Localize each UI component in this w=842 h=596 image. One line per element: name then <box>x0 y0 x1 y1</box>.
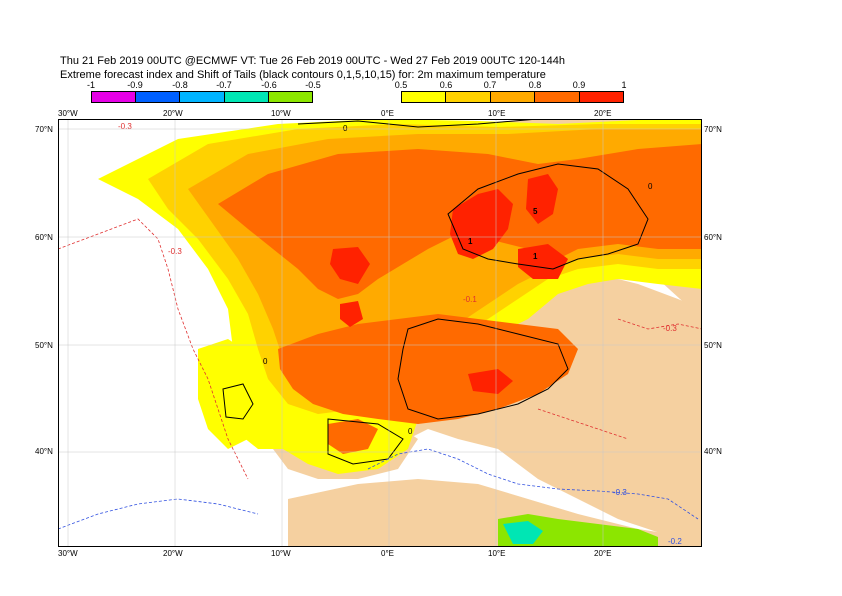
lon-top-10e: 10°E <box>488 109 506 118</box>
sot-contour-central <box>397 318 569 420</box>
efi-red-sweden <box>526 174 558 224</box>
efi-red-norway <box>450 189 513 259</box>
colorbar-pos-seg-1 <box>402 92 447 102</box>
efi-red-baltic <box>518 244 568 279</box>
contour-label-0-atlantic: 0 <box>263 357 268 366</box>
contour-label-1-norway: 1 <box>468 237 473 246</box>
efi-red-alps <box>468 369 513 394</box>
cbar-neg-label-1: -1 <box>86 80 96 90</box>
lon-top-30w: 30°W <box>58 109 78 118</box>
dashed-label-northsea: -0.1 <box>463 295 477 304</box>
colorbar-neg-seg-1 <box>92 92 137 102</box>
efi-deep-orange-iberia <box>328 419 378 454</box>
cbar-pos-label-4: 0.8 <box>528 80 542 90</box>
lon-bottom-30w: 30°W <box>58 549 78 558</box>
cbar-pos-label-6: 1 <box>621 80 627 90</box>
lon-top-0e: 0°E <box>381 109 394 118</box>
lat-left-40n: 40°N <box>35 447 53 456</box>
cbar-neg-label-6: -0.5 <box>305 80 321 90</box>
colorbar-neg-seg-3 <box>180 92 225 102</box>
lon-top-10w: 10°W <box>271 109 291 118</box>
contour-label-5-sweden: 5 <box>533 207 538 216</box>
cbar-neg-label-4: -0.7 <box>216 80 232 90</box>
dashed-blue-contour-med <box>367 448 699 520</box>
colorbar-pos-seg-5 <box>579 92 624 102</box>
lon-top-20e: 20°E <box>594 109 612 118</box>
lat-right-60n: 60°N <box>704 233 722 242</box>
efi-green-tunisia <box>498 514 658 547</box>
graticule <box>58 119 702 547</box>
title-line-2: Extreme forecast index and Shift of Tail… <box>60 69 546 81</box>
efi-map: 0 1 5 0 0 0 1 -0.3 -0.3 -0.3 -0.3 -0.2 -… <box>58 119 702 547</box>
sot-contour-scandinavia <box>447 163 649 270</box>
contour-label-0-north: 0 <box>343 124 348 133</box>
dashed-red-contour-atlantic <box>58 218 249 480</box>
dashed-label-east: -0.3 <box>663 324 677 333</box>
colorbar-pos-seg-4 <box>535 92 580 102</box>
lat-right-40n: 40°N <box>704 447 722 456</box>
lon-bottom-20e: 20°E <box>594 549 612 558</box>
lon-top-20w: 20°W <box>163 109 183 118</box>
contour-label-1-baltic: 1 <box>533 252 538 261</box>
lon-bottom-10w: 10°W <box>271 549 291 558</box>
colorbar-pos-seg-2 <box>446 92 491 102</box>
dashed-label-med-blue: -0.3 <box>613 488 627 497</box>
efi-red-scotland <box>330 247 370 284</box>
efi-deep-orange-central <box>278 314 578 424</box>
lon-bottom-10e: 10°E <box>488 549 506 558</box>
colorbar-neg-seg-5 <box>268 92 313 102</box>
lon-bottom-0e: 0°E <box>381 549 394 558</box>
colorbar-positive <box>401 91 624 103</box>
cbar-pos-label-3: 0.7 <box>483 80 497 90</box>
cbar-neg-label-5: -0.6 <box>261 80 277 90</box>
dashed-label-se-blue: -0.2 <box>668 537 682 546</box>
colorbar-negative <box>91 91 313 103</box>
efi-red-wales <box>340 301 363 327</box>
efi-yellow-atlantic <box>198 339 263 449</box>
dashed-label-north: -0.3 <box>118 122 132 131</box>
colorbar-neg-seg-2 <box>136 92 181 102</box>
lat-left-50n: 50°N <box>35 341 53 350</box>
title-line-1: Thu 21 Feb 2019 00UTC @ECMWF VT: Tue 26 … <box>60 55 565 67</box>
cbar-pos-label-1: 0.5 <box>394 80 408 90</box>
cbar-neg-label-2: -0.9 <box>127 80 143 90</box>
lat-right-70n: 70°N <box>704 125 722 134</box>
dashed-red-contour-east <box>617 318 702 330</box>
sot-contour-north <box>297 119 539 128</box>
contour-label-0-med: 0 <box>408 427 413 436</box>
contour-label-0-east: 0 <box>648 182 653 191</box>
map-frame <box>58 119 702 547</box>
lon-bottom-20w: 20°W <box>163 549 183 558</box>
lat-left-60n: 60°N <box>35 233 53 242</box>
dashed-blue-contour-sw <box>58 498 259 530</box>
efi-teal-tunisia <box>503 521 543 544</box>
colorbar-neg-seg-4 <box>224 92 269 102</box>
sot-contour-atlantic <box>222 383 254 420</box>
lat-right-50n: 50°N <box>704 341 722 350</box>
dashed-red-contour-med <box>537 408 629 440</box>
cbar-neg-label-3: -0.8 <box>172 80 188 90</box>
cbar-pos-label-2: 0.6 <box>439 80 453 90</box>
cbar-pos-label-5: 0.9 <box>572 80 586 90</box>
lat-left-70n: 70°N <box>35 125 53 134</box>
colorbar-pos-seg-3 <box>490 92 536 102</box>
